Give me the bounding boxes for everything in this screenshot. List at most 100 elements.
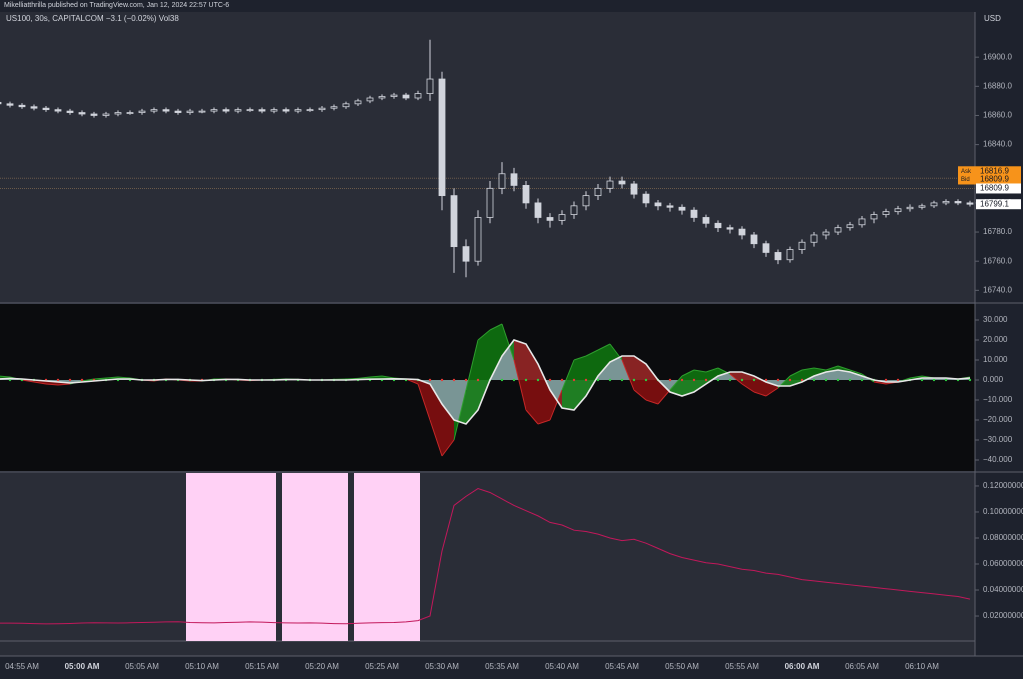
fast-line [729,373,743,385]
candle-body [390,94,398,97]
fast-line [441,439,455,457]
candle-body [186,110,194,113]
y-tick-label: −10.000 [983,395,1013,404]
y-tick-label: 0.000 [983,375,1004,384]
candle-body [462,246,470,262]
candle-body [6,103,14,106]
fast-line [621,359,635,391]
candle-body [906,206,914,210]
candle-body [474,217,482,262]
fast-line [429,419,443,457]
y-tick-label: −30.000 [983,435,1013,444]
diff-area [802,368,814,382]
zero-dot [56,378,60,382]
x-tick-label: 06:10 AM [905,662,939,671]
x-tick-label: 05:15 AM [245,662,279,671]
candle-body [270,109,278,112]
fast-line [525,409,539,425]
candle-body [954,201,962,204]
fast-line [873,381,887,385]
candle-body [654,202,662,207]
fast-line [801,367,815,371]
x-tick-label: 06:05 AM [845,662,879,671]
candle-body [486,187,494,218]
candle-body [522,185,530,204]
candle-body [138,110,146,113]
x-tick-label: 05:30 AM [425,662,459,671]
diff-area [538,364,550,424]
volatility-pane [0,473,975,656]
zero-dot [968,378,972,382]
x-tick-label: 05:45 AM [605,662,639,671]
y-tick-label: −20.000 [983,415,1013,424]
fast-line [369,375,383,378]
fast-line [45,383,59,386]
x-tick-label: 05:10 AM [185,662,219,671]
zero-dot [740,378,744,382]
y-tick-label: 0.10000000 [983,507,1023,516]
candle-body [762,243,770,253]
zero-dot [428,378,432,382]
candle-body [66,110,74,113]
candle-body [0,101,2,105]
zero-dot [704,378,708,382]
candle-body [114,112,122,115]
candle-body [774,252,782,261]
zero-dot [8,378,12,382]
fast-line [489,323,503,331]
candle-body [222,109,230,112]
candle-body [414,93,422,99]
session-band [282,473,348,641]
y-tick-label: 10.000 [983,355,1008,364]
zero-dot [764,378,768,382]
zero-dot [644,378,648,382]
fast-line [381,375,395,379]
diff-area [562,360,574,410]
zero-dot [536,378,540,382]
diff-area [658,380,670,404]
zero-dot [476,378,480,382]
candle-body [102,113,110,116]
zero-dot [80,378,84,382]
diff-area [694,370,706,392]
fast-line [681,369,695,377]
y-tick-label: 16900.0 [983,52,1012,61]
zero-dot [884,378,888,382]
candle-body [42,107,50,111]
y-tick-label: 0.04000000 [983,585,1023,594]
candle-body [234,109,242,112]
fast-line [573,355,587,361]
candle-body [822,231,830,236]
y-tick-label: −40.000 [983,455,1013,464]
diff-area [586,350,598,396]
fast-line [117,376,131,379]
fast-line [57,383,71,386]
y-tick-label: 16840.0 [983,140,1012,149]
fast-line [561,359,575,391]
diff-area [742,372,754,392]
candle-body [306,109,314,112]
fast-line [825,365,839,371]
attribution: Mikelliatthrilla published on TradingVie… [4,2,229,9]
zero-dot [800,378,804,382]
candle-body [258,109,266,112]
price-label-name: Bid [961,177,970,183]
candle-body [198,110,206,113]
candle-body [282,109,290,112]
zero-dot [920,378,924,382]
candle-body [126,112,134,114]
diff-area [466,340,478,424]
diff-area [646,364,658,404]
diff-area [790,370,802,386]
price-pane [0,12,975,303]
zero-dot [620,378,624,382]
x-tick-label: 05:55 AM [725,662,759,671]
diff-area [490,324,502,380]
zero-dot [464,378,468,382]
fast-line [501,323,515,361]
diff-area [526,344,538,424]
candle-body [450,195,458,248]
price-label-box [958,174,1021,185]
